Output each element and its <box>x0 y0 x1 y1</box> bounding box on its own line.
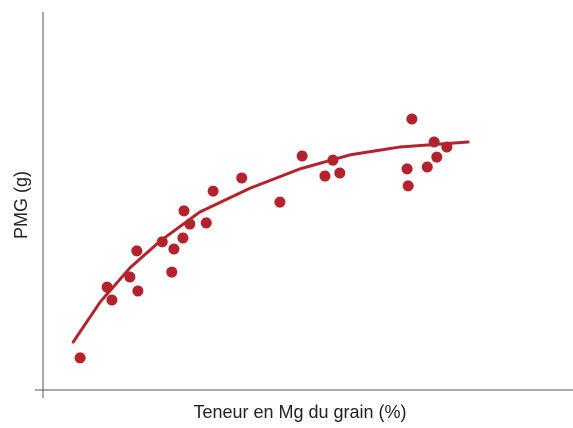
data-point <box>428 136 440 148</box>
data-point <box>327 154 339 166</box>
data-point <box>200 217 212 229</box>
data-point <box>74 352 86 364</box>
data-point <box>296 150 308 162</box>
data-point <box>421 161 433 173</box>
data-point <box>106 294 118 306</box>
data-point <box>168 243 180 255</box>
data-point <box>207 185 219 197</box>
data-point <box>431 151 443 163</box>
data-point <box>177 232 189 244</box>
data-point <box>441 141 453 153</box>
data-point <box>101 281 113 293</box>
data-point <box>166 266 178 278</box>
data-point <box>184 218 196 230</box>
data-point <box>124 271 136 283</box>
data-point <box>402 180 414 192</box>
data-point <box>132 285 144 297</box>
y-axis-label: PMG (g) <box>11 171 31 239</box>
x-axis-label: Teneur en Mg du grain (%) <box>193 402 406 422</box>
data-point <box>156 236 168 248</box>
data-point <box>319 170 331 182</box>
fit-curve <box>71 140 470 344</box>
data-point <box>334 167 346 179</box>
data-point <box>178 205 190 217</box>
data-point <box>401 163 413 175</box>
data-point <box>236 172 248 184</box>
data-point <box>274 196 286 208</box>
data-point <box>131 245 143 257</box>
data-point <box>406 113 418 125</box>
